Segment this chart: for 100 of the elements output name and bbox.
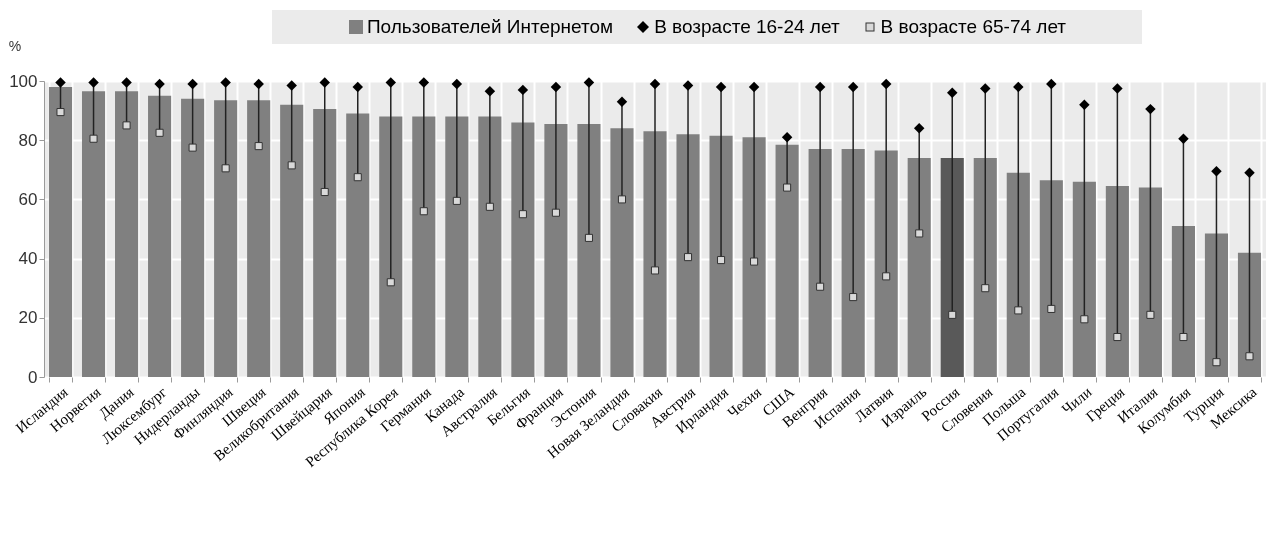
point xyxy=(418,77,430,88)
point xyxy=(650,266,660,275)
bar xyxy=(940,157,964,377)
point xyxy=(616,96,628,107)
bar xyxy=(874,150,898,377)
point xyxy=(286,80,297,91)
bar xyxy=(643,131,667,377)
bar xyxy=(81,91,106,377)
point xyxy=(682,80,694,91)
point xyxy=(419,207,428,216)
point xyxy=(882,272,891,281)
point xyxy=(485,202,494,211)
bar xyxy=(841,149,865,377)
bar xyxy=(1171,226,1195,377)
bar xyxy=(742,137,766,377)
y-tick-label: 100 xyxy=(9,71,38,91)
point xyxy=(188,143,197,152)
point xyxy=(816,282,825,291)
point xyxy=(1013,81,1024,93)
point xyxy=(551,208,560,217)
bar xyxy=(511,122,535,377)
point xyxy=(320,187,329,197)
bar xyxy=(247,100,271,377)
point xyxy=(1047,304,1056,313)
point xyxy=(847,81,859,93)
bar xyxy=(48,86,73,377)
point xyxy=(1079,99,1090,110)
point xyxy=(1212,358,1221,367)
point xyxy=(451,78,463,90)
point xyxy=(56,108,65,117)
bar xyxy=(1072,181,1096,377)
point xyxy=(617,195,627,204)
point xyxy=(319,77,330,88)
point xyxy=(849,293,858,302)
point xyxy=(253,78,264,90)
point xyxy=(880,78,892,90)
y-tick-label: 0 xyxy=(28,367,38,387)
point xyxy=(915,229,924,238)
point xyxy=(55,77,66,88)
y-tick-label: 60 xyxy=(18,189,38,209)
bar xyxy=(676,134,700,377)
point xyxy=(1178,133,1189,144)
point xyxy=(1244,167,1255,178)
point xyxy=(89,134,98,143)
bar xyxy=(412,116,436,377)
point xyxy=(1112,83,1123,94)
y-tick-label: 80 xyxy=(18,130,38,150)
point xyxy=(352,81,363,93)
bar xyxy=(1138,187,1162,377)
point xyxy=(1113,333,1122,342)
bar xyxy=(379,116,403,377)
point xyxy=(715,81,727,93)
point xyxy=(517,84,529,96)
point xyxy=(122,121,131,130)
bar xyxy=(808,149,832,377)
bar xyxy=(1006,172,1030,377)
point xyxy=(1145,103,1156,115)
point xyxy=(386,278,395,287)
bar xyxy=(1039,180,1063,377)
bar xyxy=(1237,252,1262,377)
point xyxy=(484,86,496,97)
bar xyxy=(280,104,304,377)
bar xyxy=(544,123,568,377)
bar xyxy=(478,116,502,377)
point xyxy=(1211,166,1222,177)
bar xyxy=(973,157,997,377)
y-tick-label: 40 xyxy=(18,249,38,269)
point xyxy=(750,257,759,266)
point xyxy=(385,77,397,88)
point xyxy=(220,77,231,88)
point xyxy=(814,81,826,93)
bar xyxy=(214,100,238,377)
bar xyxy=(313,109,337,377)
bar xyxy=(907,157,931,377)
bar xyxy=(1105,186,1129,377)
point xyxy=(783,183,792,192)
point xyxy=(550,81,562,93)
point xyxy=(947,87,958,99)
point xyxy=(452,196,461,205)
point xyxy=(748,81,760,93)
legend-label: В возрасте 65-74 лет xyxy=(880,16,1067,38)
point xyxy=(583,77,595,88)
y-axis-title: % xyxy=(8,38,22,54)
legend-label: Пользователей Интернетом xyxy=(366,16,614,38)
bar xyxy=(148,95,172,377)
bar xyxy=(610,128,634,377)
point xyxy=(1179,333,1188,342)
point xyxy=(1014,306,1023,315)
point xyxy=(187,78,198,90)
point xyxy=(353,173,362,182)
point xyxy=(981,284,990,293)
point xyxy=(154,78,165,90)
point xyxy=(518,210,527,219)
bar xyxy=(346,113,370,377)
point xyxy=(1146,310,1155,319)
point xyxy=(88,77,99,88)
point xyxy=(155,128,164,137)
y-tick-label: 20 xyxy=(18,308,38,328)
bar xyxy=(445,116,469,377)
bar xyxy=(709,135,733,377)
